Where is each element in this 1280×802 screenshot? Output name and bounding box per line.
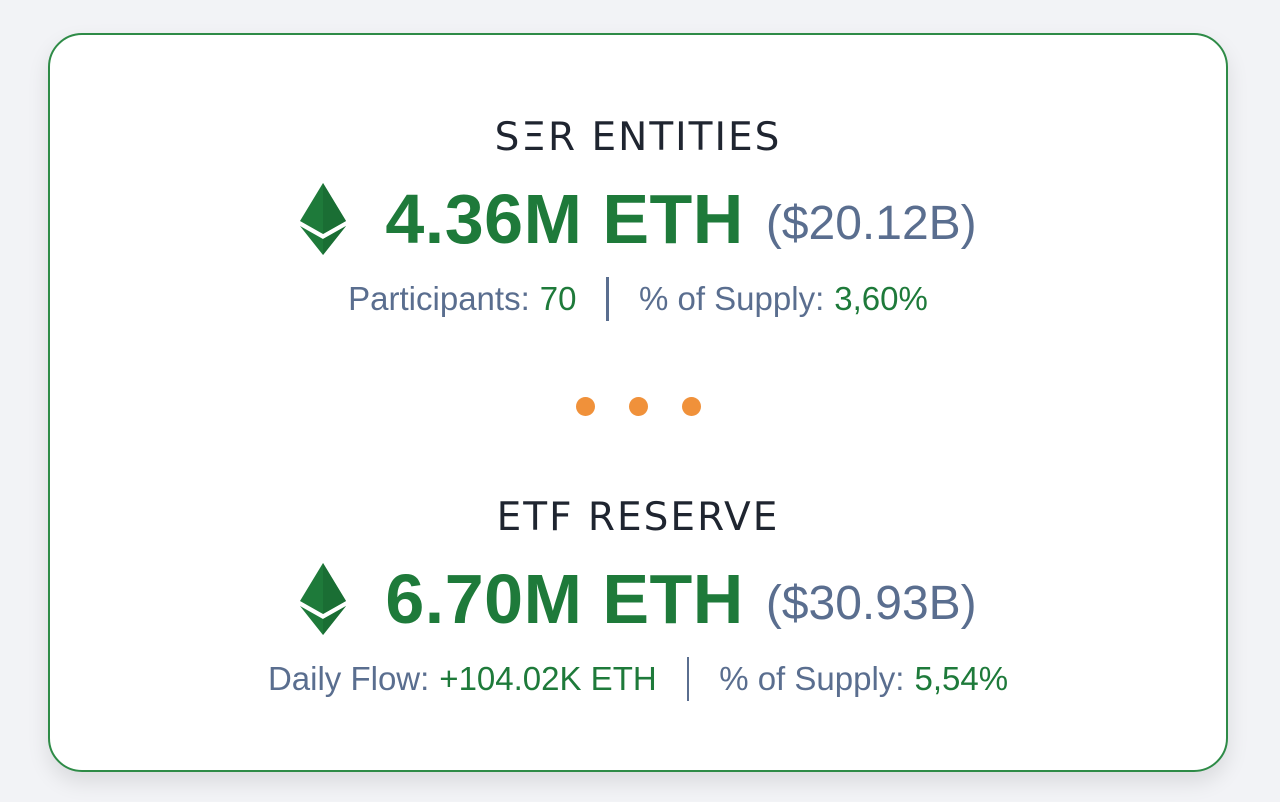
reserve-card: SΞR ENTITIES 4.36M ETH ($20.12B) Partici… bbox=[48, 33, 1228, 772]
separator-dot bbox=[575, 397, 595, 416]
etf-reserve-section: ETF RESERVE 6.70M ETH ($30.93B) Daily Fl… bbox=[50, 493, 1226, 703]
ethereum-icon bbox=[300, 183, 347, 255]
stats-divider bbox=[606, 277, 609, 321]
daily-flow-label: Daily Flow: bbox=[267, 660, 430, 697]
separator-dot bbox=[628, 397, 648, 416]
etf-reserve-stats: Daily Flow: +104.02K ETH % of Supply: 5,… bbox=[50, 655, 1226, 703]
ser-entities-usd-value: ($20.12B) bbox=[765, 196, 977, 250]
separator-dot bbox=[681, 397, 701, 416]
supply-label: % of Supply: bbox=[638, 280, 825, 317]
etf-reserve-title: ETF RESERVE bbox=[496, 495, 780, 540]
etf-reserve-eth-amount: 6.70M ETH bbox=[385, 560, 744, 638]
participants-label: Participants: bbox=[348, 280, 530, 317]
etf-reserve-amount-row: 6.70M ETH ($30.93B) bbox=[50, 557, 1226, 641]
participants-value: 70 bbox=[539, 280, 577, 317]
ser-entities-section: SΞR ENTITIES 4.36M ETH ($20.12B) Partici… bbox=[50, 113, 1226, 323]
ser-entities-stats: Participants: 70 % of Supply: 3,60% bbox=[50, 275, 1226, 323]
three-dots-separator bbox=[50, 397, 1226, 416]
ser-entities-amount-row: 4.36M ETH ($20.12B) bbox=[50, 177, 1226, 261]
stats-divider bbox=[686, 657, 690, 701]
etf-reserve-usd-value: ($30.93B) bbox=[765, 576, 977, 630]
ser-entities-eth-amount: 4.36M ETH bbox=[385, 180, 744, 258]
daily-flow-value: +104.02K ETH bbox=[439, 660, 657, 697]
supply-label: % of Supply: bbox=[719, 660, 905, 697]
ethereum-icon bbox=[300, 563, 347, 635]
supply-value: 5,54% bbox=[914, 660, 1009, 697]
ser-entities-title: SΞR ENTITIES bbox=[494, 115, 782, 160]
supply-value: 3,60% bbox=[834, 280, 928, 317]
